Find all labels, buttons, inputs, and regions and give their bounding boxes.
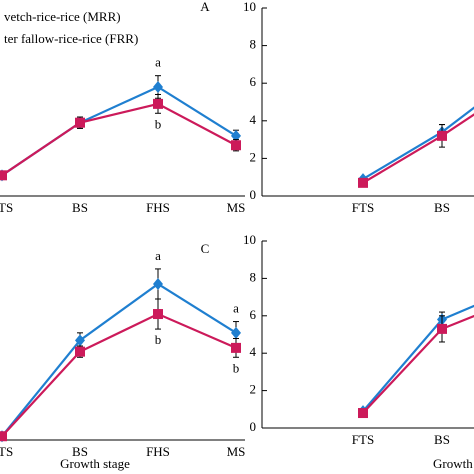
marker <box>231 140 241 151</box>
annotation: a <box>233 301 239 316</box>
series-line <box>1 312 237 437</box>
x-axis-label: Growth stage <box>60 456 130 471</box>
series-line <box>1 102 237 177</box>
legend-label: vetch-rice-rice (MRR) <box>4 9 121 24</box>
y-tick-label: 6 <box>250 74 257 89</box>
x-tick-label: FTS <box>352 432 374 447</box>
legend-label: ter fallow-rice-rice (FRR) <box>4 31 138 46</box>
series-line <box>362 113 474 184</box>
y-tick-label: 4 <box>250 344 257 359</box>
marker <box>231 326 241 339</box>
x-tick-label: MS <box>227 200 246 215</box>
series-line <box>1 85 237 177</box>
marker <box>153 277 163 290</box>
y-tick-label: 8 <box>250 37 257 52</box>
x-tick-label: FTS <box>0 444 13 459</box>
marker <box>75 117 85 128</box>
series-line <box>362 304 474 412</box>
marker <box>0 431 7 442</box>
marker <box>153 80 163 93</box>
series-line <box>1 282 237 437</box>
x-tick-label: MS <box>227 444 246 459</box>
x-tick-label: FTS <box>0 200 13 215</box>
annotation: b <box>155 332 162 347</box>
y-tick-label: 10 <box>243 232 256 247</box>
series-line <box>362 314 474 414</box>
x-tick-label: BS <box>434 432 450 447</box>
annotation: b <box>155 116 162 131</box>
y-tick-label: 2 <box>250 149 257 164</box>
annotation: a <box>155 55 161 70</box>
y-tick-label: 6 <box>250 307 257 322</box>
x-tick-label: BS <box>72 444 88 459</box>
marker <box>75 334 85 347</box>
y-tick-label: 4 <box>250 112 257 127</box>
y-tick-label: 0 <box>250 187 257 202</box>
x-tick-label: FHS <box>146 444 170 459</box>
panel-label: A <box>200 0 210 14</box>
marker <box>75 346 85 357</box>
annotation: b <box>233 360 240 375</box>
x-tick-label: FTS <box>352 200 374 215</box>
panel-label: C <box>201 241 210 256</box>
x-tick-label: FHS <box>146 200 170 215</box>
y-tick-label: 10 <box>243 0 256 14</box>
marker <box>153 309 163 320</box>
y-tick-label: 0 <box>250 419 257 434</box>
marker <box>153 98 163 109</box>
marker <box>231 129 241 142</box>
marker <box>437 130 447 141</box>
marker <box>358 408 368 419</box>
x-tick-label: BS <box>434 200 450 215</box>
marker <box>0 170 7 181</box>
marker <box>231 342 241 353</box>
x-tick-label: BS <box>72 200 88 215</box>
annotation: a <box>155 248 161 263</box>
y-tick-label: 2 <box>250 382 257 397</box>
marker <box>358 177 368 188</box>
y-tick-label: 8 <box>250 269 257 284</box>
marker <box>437 323 447 334</box>
x-axis-label: Growth <box>433 456 473 471</box>
